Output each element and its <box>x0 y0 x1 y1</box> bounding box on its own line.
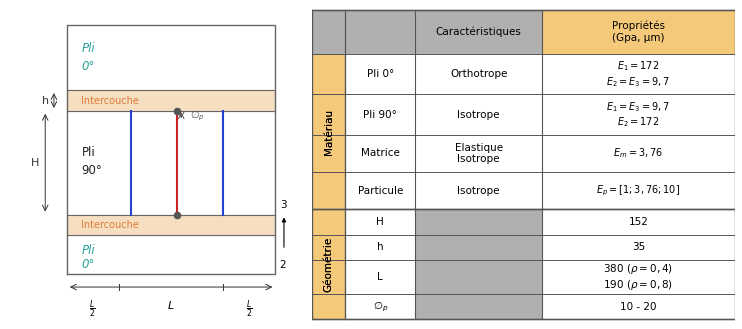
Text: 2: 2 <box>279 261 286 270</box>
Text: Pli: Pli <box>82 243 95 257</box>
Text: Orthotrope: Orthotrope <box>450 69 508 79</box>
Bar <box>346 209 416 235</box>
Bar <box>346 172 416 209</box>
Bar <box>312 209 346 319</box>
Text: Pli 90°: Pli 90° <box>364 110 397 120</box>
Bar <box>346 235 416 260</box>
Text: 152: 152 <box>628 217 649 227</box>
Text: Elastique
Isotrope: Elastique Isotrope <box>455 143 503 164</box>
Text: Pli: Pli <box>82 42 95 55</box>
Bar <box>416 94 542 135</box>
Bar <box>312 209 346 319</box>
Text: Matrice: Matrice <box>361 148 400 159</box>
Text: Intercouche: Intercouche <box>82 220 139 230</box>
Text: Matériau: Matériau <box>324 109 334 155</box>
Bar <box>542 54 735 94</box>
Bar <box>416 10 542 54</box>
Text: $E_1 = 172$
$E_2 = E_3 = 9,7$: $E_1 = 172$ $E_2 = E_3 = 9,7$ <box>606 59 671 89</box>
Bar <box>416 172 542 209</box>
Bar <box>416 235 542 260</box>
Bar <box>542 209 735 235</box>
Bar <box>416 209 542 235</box>
Text: H: H <box>376 217 384 227</box>
Text: Propriétés
(Gpa, μm): Propriétés (Gpa, μm) <box>612 21 665 43</box>
Text: h: h <box>377 242 384 252</box>
Text: Géométrie: Géométrie <box>324 237 334 292</box>
Bar <box>416 135 542 172</box>
Bar <box>346 54 416 94</box>
Text: L: L <box>378 272 383 282</box>
Bar <box>542 94 735 135</box>
Text: Pli 0°: Pli 0° <box>367 69 394 79</box>
Text: $\emptyset_p$: $\emptyset_p$ <box>372 299 388 314</box>
Text: 10 - 20: 10 - 20 <box>620 302 657 312</box>
Text: Intercouche: Intercouche <box>82 95 139 106</box>
Text: 90°: 90° <box>82 164 102 177</box>
Bar <box>542 294 735 319</box>
Text: $\emptyset_p$: $\emptyset_p$ <box>190 108 205 122</box>
Bar <box>312 10 416 54</box>
Text: $\frac{L}{2}$: $\frac{L}{2}$ <box>246 299 253 320</box>
Text: $E_1 = E_3 = 9,7$
$E_2 = 172$: $E_1 = E_3 = 9,7$ $E_2 = 172$ <box>606 100 671 129</box>
Text: 0°: 0° <box>82 60 95 73</box>
Text: Particule: Particule <box>358 186 403 196</box>
Text: $\frac{L}{2}$: $\frac{L}{2}$ <box>90 299 96 320</box>
Text: 35: 35 <box>631 242 645 252</box>
Bar <box>542 135 735 172</box>
Bar <box>542 260 735 294</box>
Text: $E_m = 3,76$: $E_m = 3,76$ <box>614 146 663 160</box>
Bar <box>312 54 346 209</box>
Text: 380 $(\rho = 0,4)$
190 $(\rho = 0,8)$: 380 $(\rho = 0,4)$ 190 $(\rho = 0,8)$ <box>603 262 674 292</box>
Bar <box>542 235 735 260</box>
Text: 0°: 0° <box>82 258 95 271</box>
Text: Isotrope: Isotrope <box>458 186 500 196</box>
Text: 1: 1 <box>316 245 323 255</box>
Text: Matériau: Matériau <box>324 109 334 155</box>
Bar <box>312 54 346 209</box>
Bar <box>542 10 735 54</box>
Text: $E_p = [1;3,76;10]$: $E_p = [1;3,76;10]$ <box>597 184 680 198</box>
Text: Pli: Pli <box>82 146 95 159</box>
Bar <box>346 135 416 172</box>
Bar <box>416 54 542 94</box>
Text: Géométrie: Géométrie <box>324 237 334 292</box>
Text: 3: 3 <box>280 200 287 210</box>
Text: $L$: $L$ <box>168 299 175 311</box>
Text: h: h <box>42 95 49 106</box>
Bar <box>346 260 416 294</box>
Bar <box>346 294 416 319</box>
Text: Caractéristiques: Caractéristiques <box>436 27 522 37</box>
Bar <box>416 260 542 294</box>
Bar <box>416 294 542 319</box>
Bar <box>542 172 735 209</box>
Text: H: H <box>31 158 39 168</box>
Bar <box>346 94 416 135</box>
Text: Isotrope: Isotrope <box>458 110 500 120</box>
